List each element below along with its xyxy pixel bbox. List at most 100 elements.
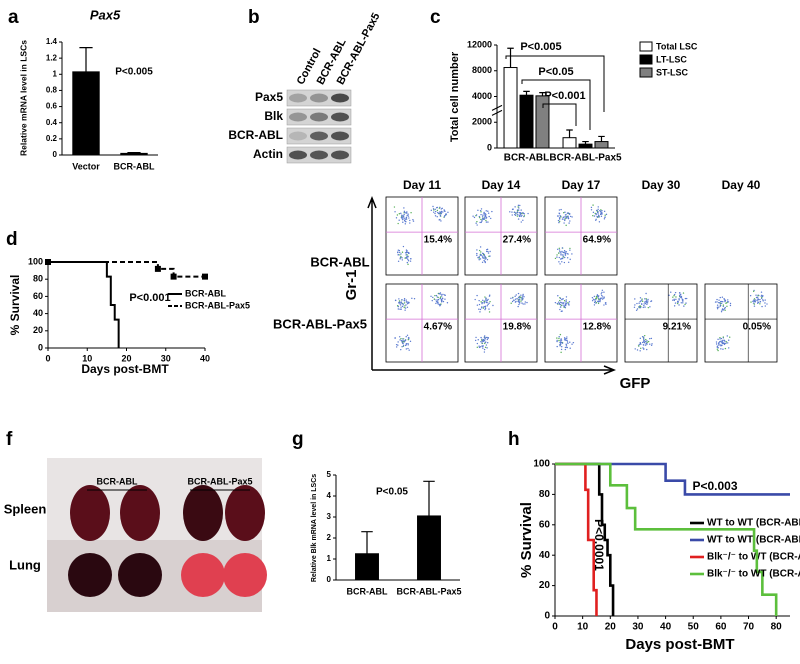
flow-dot — [598, 295, 600, 297]
flow-dot — [478, 299, 480, 302]
flow-dot — [474, 339, 477, 342]
flow-dot — [567, 302, 569, 304]
error-bar — [423, 480, 435, 516]
flow-dot — [481, 252, 484, 255]
flow-dot — [485, 299, 487, 301]
flow-dot — [484, 305, 487, 307]
flow-dot — [556, 254, 558, 256]
flow-dot — [644, 306, 646, 308]
flow-dot — [441, 297, 444, 299]
flow-dot — [480, 251, 482, 253]
y-tick-label: 8000 — [472, 65, 492, 75]
flow-dot — [404, 307, 407, 309]
flow-dot — [442, 211, 444, 213]
flow-dot — [634, 348, 636, 350]
error-bar — [507, 47, 514, 68]
flow-dot — [480, 307, 483, 309]
flow-dot — [722, 305, 725, 308]
blot-band — [310, 150, 328, 160]
flow-dot — [434, 215, 437, 217]
flow-dot — [565, 346, 568, 348]
flow-dot — [516, 215, 519, 217]
flow-dot — [434, 212, 436, 215]
flow-dot — [516, 213, 519, 215]
flow-dot — [599, 213, 602, 216]
flow-dot — [394, 211, 396, 213]
flow-dot — [560, 304, 563, 307]
flow-dot — [480, 211, 482, 213]
flow-dot — [595, 218, 597, 220]
legend-label: Total LSC — [656, 41, 698, 51]
flow-dot — [603, 218, 606, 220]
flow-dot — [646, 303, 648, 306]
flow-dot — [650, 337, 653, 340]
flow-dot — [404, 257, 406, 259]
flow-dot — [395, 217, 398, 219]
flow-dot — [633, 306, 636, 308]
flow-dot — [399, 254, 401, 256]
flow-dot — [479, 311, 481, 313]
flow-dot — [473, 216, 476, 219]
flow-dot — [475, 222, 477, 224]
flow-dot — [487, 298, 489, 301]
flow-dot — [673, 295, 675, 297]
legend-label: BCR-ABL-Pax5 — [185, 300, 250, 310]
flow-dot — [478, 259, 480, 261]
flow-dot — [401, 257, 403, 259]
flow-dot — [722, 348, 724, 350]
x-tick-label: 50 — [688, 622, 700, 633]
flow-dot — [402, 303, 404, 305]
flow-dot — [723, 339, 726, 342]
flow-dot — [601, 291, 603, 294]
flow-dot — [757, 301, 760, 304]
flow-dot — [678, 298, 680, 300]
flow-dot — [649, 306, 651, 308]
flow-dot — [405, 301, 408, 303]
y-tick-label: 0 — [487, 142, 492, 152]
flow-dot — [725, 342, 727, 345]
flow-dot — [484, 346, 487, 349]
flow-dot — [556, 345, 558, 348]
flow-dot — [440, 293, 442, 296]
flow-dot — [600, 293, 602, 295]
flow-dot — [591, 297, 594, 299]
panel-letter: f — [6, 429, 13, 450]
flow-dot — [762, 295, 764, 297]
flow-dot — [603, 297, 605, 300]
flow-dot — [567, 342, 569, 345]
flow-dot — [558, 247, 561, 250]
flow-dot — [478, 308, 480, 310]
flow-dot — [567, 261, 570, 263]
flow-dot — [757, 297, 759, 299]
flow-dot — [753, 303, 756, 305]
flow-dot — [480, 253, 482, 256]
flow-dot — [394, 337, 396, 339]
blot-band — [289, 93, 307, 103]
flow-dot — [409, 219, 411, 222]
y-tick-label: 20 — [539, 580, 551, 591]
gfp-arrow — [372, 365, 617, 375]
flow-dot — [600, 209, 602, 211]
flow-dot — [483, 348, 486, 351]
flow-dot — [517, 204, 520, 207]
error-bar — [523, 90, 530, 96]
flow-dot — [678, 304, 680, 306]
flow-dot — [438, 219, 440, 221]
legend-label: LT-LSC — [656, 54, 687, 64]
flow-dot — [399, 304, 402, 306]
flow-dot — [727, 342, 729, 344]
gate-percentage: 27.4% — [503, 235, 531, 246]
flow-dot — [406, 334, 409, 336]
flow-dot — [754, 299, 757, 301]
y-tick-label: 1.2 — [46, 53, 58, 62]
flow-dot — [729, 336, 731, 338]
flow-dot — [723, 343, 726, 346]
flow-dot — [488, 302, 490, 304]
flow-dot — [431, 299, 433, 302]
flow-dot — [488, 295, 491, 297]
flow-dot — [559, 345, 561, 347]
flow-dot — [523, 296, 525, 298]
flow-dot — [720, 300, 722, 303]
flow-dot — [437, 302, 439, 304]
flow-dot — [405, 342, 408, 345]
